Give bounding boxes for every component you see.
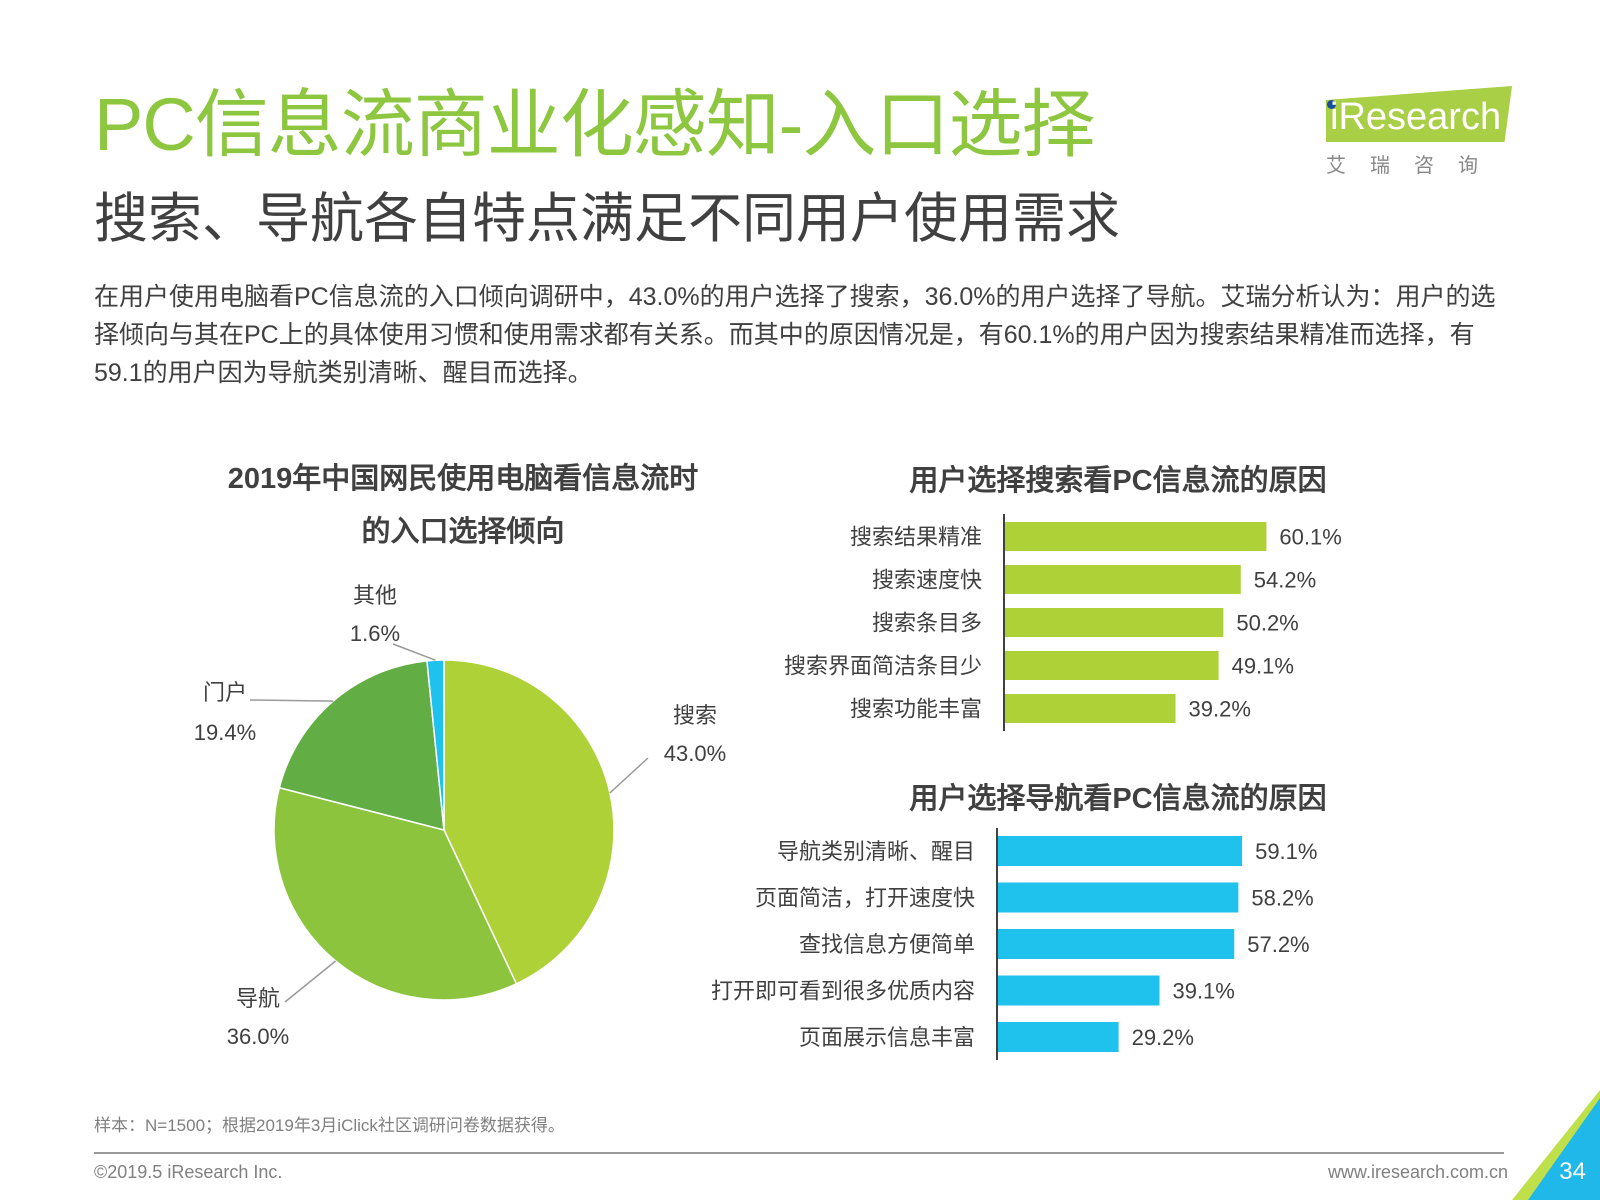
logo-dot (1327, 100, 1336, 109)
search-bar-chart-category-label: 搜索功能丰富 (850, 697, 982, 722)
nav-bar-chart-title: 用户选择导航看PC信息流的原因 (909, 781, 1326, 815)
page-title: PC信息流商业化感知-入口选择 (94, 83, 1095, 166)
search-bar-chart-bar (1005, 565, 1241, 594)
nav-bar-chart-category-label: 页面展示信息丰富 (799, 1025, 975, 1050)
pie-value-label: 19.4% (194, 720, 256, 745)
nav-bar-chart-category-label: 页面简洁，打开速度快 (755, 886, 975, 911)
iresearch-logo: iResearch 艾瑞咨询 (1318, 84, 1518, 184)
nav-bar-chart-bar (998, 836, 1243, 866)
search-bar-chart-bar (1005, 608, 1224, 637)
nav-bar-chart-bar (998, 1022, 1119, 1052)
nav-bar-chart-bar (998, 882, 1239, 913)
pie-slice (443, 659, 615, 985)
search-bar-chart-bar (1005, 522, 1267, 551)
search-bar-chart-value-label: 39.2% (1189, 697, 1251, 722)
page-number: 34 (1559, 1158, 1586, 1185)
search-bar-chart-value-label: 54.2% (1254, 568, 1316, 593)
website-link: www.iresearch.com.cn (1327, 1162, 1508, 1182)
search-bar-chart-category-label: 搜索条目多 (872, 611, 982, 636)
pie-value-label: 36.0% (227, 1024, 289, 1049)
search-bar-chart-title: 用户选择搜索看PC信息流的原因 (909, 463, 1326, 497)
search-bar-chart-category-label: 搜索速度快 (872, 568, 982, 593)
pie-slice-label: 其他 (353, 583, 397, 608)
search-bar-chart-bar (1005, 651, 1219, 680)
nav-bar-chart-category-label: 查找信息方便简单 (799, 932, 975, 957)
nav-bar-chart-bar (998, 929, 1235, 959)
nav-bar-chart-bar (998, 975, 1160, 1006)
search-bar-chart-value-label: 49.1% (1232, 654, 1294, 679)
pie-leader-line (392, 643, 436, 661)
copyright: ©2019.5 iResearch Inc. (94, 1162, 283, 1182)
search-bar-chart-bar (1005, 694, 1176, 723)
page-subtitle: 搜索、导航各自特点满足不同用户使用需求 (94, 189, 1120, 249)
nav-bar-chart-value-label: 57.2% (1247, 932, 1309, 957)
pie-slice (426, 659, 445, 831)
pie-slice-label: 门户 (203, 680, 247, 705)
pie-value-label: 43.0% (664, 741, 726, 766)
logo-subtitle: 艾瑞咨询 (1326, 155, 1502, 177)
pie-leader-line (609, 757, 649, 794)
pie-title-line: 的入口选择倾向 (361, 514, 564, 548)
corner-accent-blue (1528, 1098, 1600, 1200)
pie-slice-label: 搜索 (673, 703, 717, 728)
pie-leader-line (284, 960, 337, 1003)
search-bar-chart-value-label: 60.1% (1279, 525, 1341, 550)
pie-slice (278, 660, 445, 831)
nav-bar-chart-value-label: 59.1% (1255, 839, 1317, 864)
pie-slice-label: 导航 (236, 986, 280, 1011)
pie-value-label: 1.6% (350, 621, 400, 646)
nav-bar-chart-value-label: 58.2% (1251, 886, 1313, 911)
summary-paragraph: 在用户使用电脑看PC信息流的入口倾向调研中，43.0%的用户选择了搜索，36.0… (94, 283, 1496, 387)
sample-footnote: 样本：N=1500；根据2019年3月iClick社区调研问卷数据获得。 (94, 1116, 565, 1135)
nav-bar-chart-value-label: 39.1% (1172, 979, 1234, 1004)
search-bar-chart-category-label: 搜索界面简洁条目少 (784, 654, 982, 679)
pie-title-line: 2019年中国网民使用电脑看信息流时 (228, 461, 699, 495)
pie-leader-line (249, 699, 334, 702)
logo-text: iResearch (1330, 96, 1502, 138)
footer-divider (94, 1152, 1504, 1154)
nav-bar-chart-category-label: 导航类别清晰、醒目 (777, 839, 975, 864)
search-bar-chart-category-label: 搜索结果精准 (850, 525, 982, 550)
nav-bar-chart-value-label: 29.2% (1132, 1025, 1194, 1050)
nav-bar-chart-category-label: 打开即可看到很多优质内容 (711, 979, 975, 1004)
search-bar-chart-value-label: 50.2% (1236, 611, 1298, 636)
